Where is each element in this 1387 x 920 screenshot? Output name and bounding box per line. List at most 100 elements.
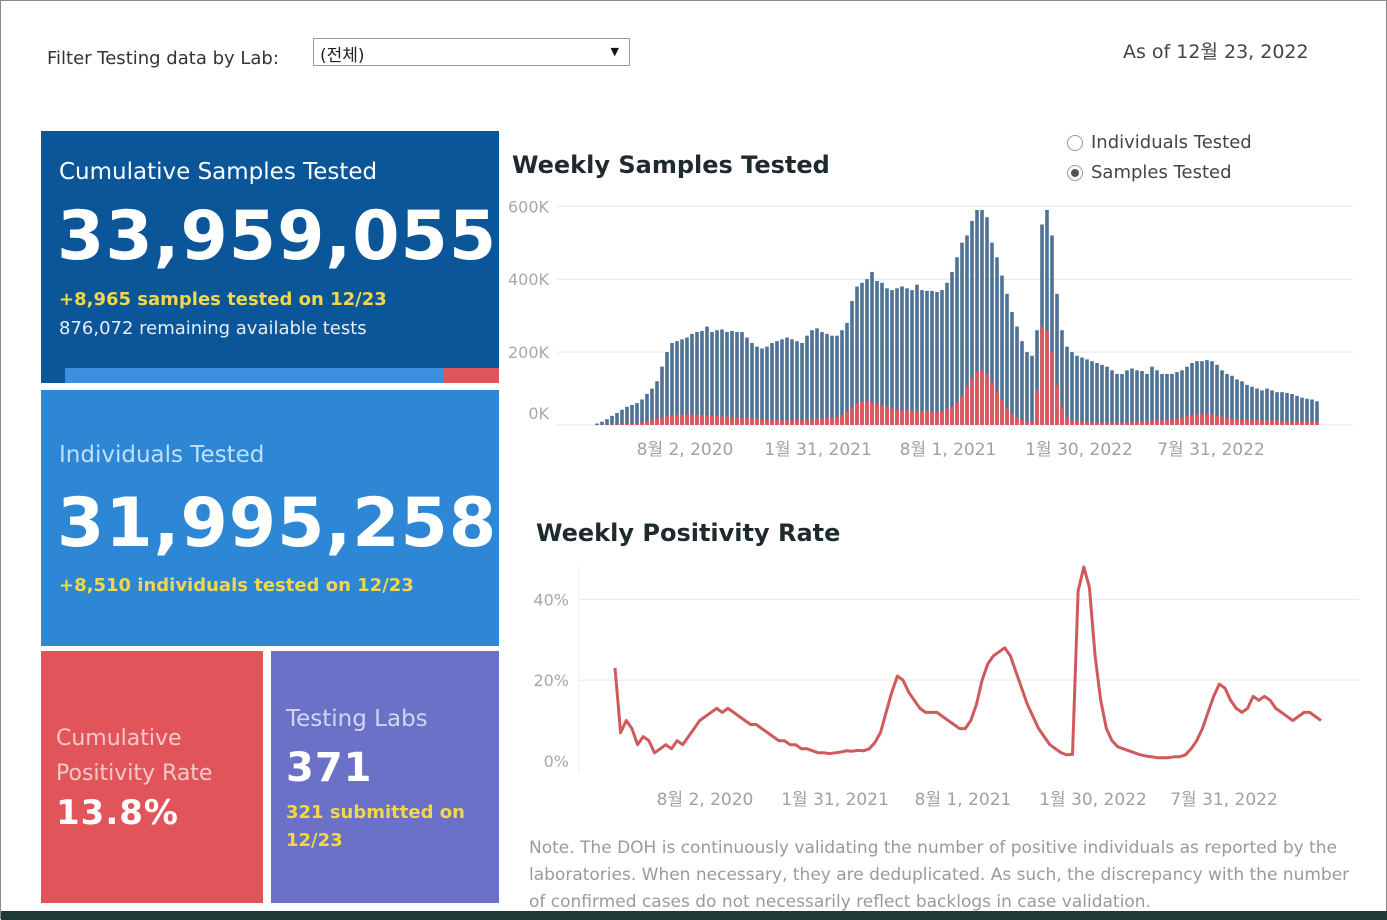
samples-bar — [685, 338, 689, 425]
samples-bar — [740, 332, 744, 425]
samples-bar — [900, 286, 904, 425]
samples-bar — [1260, 390, 1264, 425]
samples-bar — [790, 339, 794, 425]
radio-samples-tested[interactable]: Samples Tested — [1067, 162, 1232, 183]
positive-bar — [630, 423, 634, 425]
positive-bar — [950, 407, 954, 425]
samples-bar — [1170, 374, 1174, 425]
positive-bar — [625, 424, 629, 425]
positive-bar — [1080, 422, 1084, 425]
samples-today-text: +8,965 samples tested on 12/23 — [59, 289, 387, 310]
positive-bar — [1265, 420, 1269, 425]
positive-bar — [1260, 420, 1264, 425]
samples-bar — [1145, 374, 1149, 425]
positive-bar — [690, 415, 694, 425]
positive-bar — [835, 417, 839, 425]
positive-bar — [975, 372, 979, 425]
positive-bar — [845, 412, 849, 425]
samples-bar — [770, 343, 774, 425]
samples-bar — [1250, 387, 1254, 425]
y-tick-label: 400K — [508, 270, 550, 289]
positive-bar — [715, 416, 719, 425]
radio-individuals-tested[interactable]: Individuals Tested — [1067, 132, 1252, 153]
x-tick-label: 1월 30, 2022 — [1025, 440, 1133, 460]
positive-bar — [750, 418, 754, 425]
positive-bar — [1095, 422, 1099, 425]
samples-bar — [695, 332, 699, 425]
samples-bar — [840, 330, 844, 425]
radio-individuals-label[interactable]: Individuals Tested — [1091, 132, 1252, 153]
positive-bar — [1270, 420, 1274, 425]
doh-note: Note. The DOH is continuously validating… — [529, 835, 1369, 916]
positive-bar — [880, 405, 884, 425]
weekly-samples-title: Weekly Samples Tested — [512, 151, 830, 179]
x-tick-label: 8월 2, 2020 — [637, 440, 734, 460]
positive-bar — [1110, 423, 1114, 425]
positive-bar — [810, 419, 814, 425]
positive-bar — [1130, 422, 1134, 425]
as-of-date: As of 12월 23, 2022 — [1123, 37, 1309, 64]
positive-bar — [1120, 423, 1124, 425]
samples-bar — [630, 405, 634, 425]
samples-bar — [1070, 352, 1074, 425]
positive-bar — [655, 418, 659, 425]
cumulative-positivity-title: Cumulative Positivity Rate — [56, 721, 256, 791]
positive-bar — [1135, 421, 1139, 425]
samples-bar — [1005, 294, 1009, 425]
positive-bar — [660, 417, 664, 425]
samples-bar — [1225, 374, 1229, 425]
cumulative-samples-tile: Cumulative Samples Tested 33,959,055 +8,… — [41, 131, 499, 383]
weekly-positivity-title: Weekly Positivity Rate — [536, 519, 840, 547]
radio-button-icon[interactable] — [1067, 135, 1083, 151]
samples-bar — [780, 339, 784, 425]
positive-bar — [815, 419, 819, 425]
lab-filter-dropdown[interactable]: (전체) ▼ — [313, 38, 630, 66]
radio-button-icon[interactable] — [1067, 165, 1083, 181]
radio-samples-label[interactable]: Samples Tested — [1091, 162, 1232, 183]
positive-bar — [785, 420, 789, 425]
positive-bar — [1045, 330, 1049, 425]
positive-bar — [645, 421, 649, 425]
samples-bar — [600, 422, 604, 425]
positive-bar — [1180, 417, 1184, 425]
positive-bar — [1150, 421, 1154, 425]
positive-bar — [1165, 420, 1169, 425]
positive-bar — [1085, 422, 1089, 425]
samples-bar — [700, 331, 704, 425]
positive-bar — [615, 424, 619, 425]
samples-bar — [660, 367, 664, 425]
positive-bar — [705, 415, 709, 425]
x-tick-label: 1월 31, 2021 — [781, 790, 889, 810]
samples-bar — [920, 290, 924, 425]
x-tick-label: 8월 1, 2021 — [915, 790, 1012, 810]
x-tick-label: 1월 30, 2022 — [1039, 790, 1147, 810]
samples-bar — [945, 283, 949, 425]
positive-bar — [915, 411, 919, 425]
samples-bar — [915, 285, 919, 425]
positive-bar — [1195, 414, 1199, 425]
positive-bar — [770, 420, 774, 425]
samples-bar — [715, 330, 719, 425]
positive-bar — [1315, 422, 1319, 425]
samples-bar — [1155, 370, 1159, 425]
x-tick-label: 7월 31, 2022 — [1157, 440, 1265, 460]
positive-bar — [830, 418, 834, 425]
positive-bar — [1000, 400, 1004, 425]
positive-bar — [905, 410, 909, 425]
samples-bar — [1015, 327, 1019, 425]
dropdown-arrow-icon[interactable]: ▼ — [611, 45, 619, 58]
positive-bar — [1105, 423, 1109, 425]
individuals-today-text: +8,510 individuals tested on 12/23 — [59, 575, 414, 596]
positive-bar — [1115, 423, 1119, 425]
positive-bar — [920, 411, 924, 425]
positive-bar — [940, 411, 944, 425]
samples-bar — [950, 272, 954, 425]
samples-bar — [1275, 392, 1279, 425]
positive-bar — [685, 414, 689, 425]
samples-bar — [1135, 370, 1139, 425]
y-tick-label: 40% — [533, 590, 569, 609]
positive-bar — [795, 420, 799, 425]
positive-bar — [1155, 420, 1159, 425]
